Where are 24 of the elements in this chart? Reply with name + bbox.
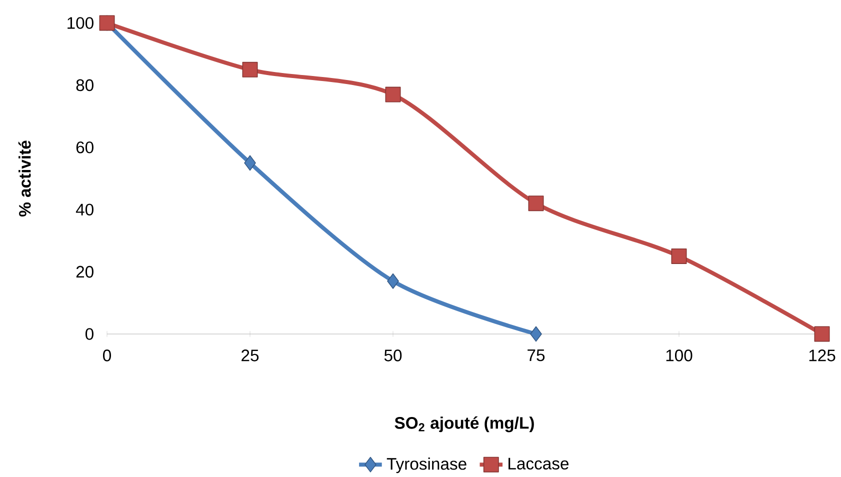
x-tick-label: 125 (809, 350, 836, 362)
point (530, 326, 542, 342)
point (671, 248, 687, 264)
y-tick-label: 0 (86, 328, 94, 340)
y-tick-label: 20 (76, 266, 94, 278)
x-tick-label: 0 (103, 350, 111, 362)
point (814, 326, 830, 342)
y-tick-label: 60 (76, 142, 94, 154)
point (528, 196, 544, 212)
y-tick-label: 40 (76, 204, 94, 216)
legend-label: Laccase (508, 458, 569, 470)
y-tick-label: 100 (68, 17, 94, 29)
x-tick-label: 50 (384, 350, 402, 362)
point (385, 86, 401, 102)
x-tick-label: 25 (242, 350, 259, 362)
x-tick-label: 75 (528, 350, 545, 362)
legend-label: Tyrosinase (386, 458, 466, 474)
point (242, 62, 258, 78)
point (244, 155, 256, 171)
y-tick-label: 80 (76, 79, 94, 92)
y-axis-title: % activité (18, 140, 31, 217)
point (387, 273, 399, 289)
x-tick-label: 100 (666, 350, 692, 362)
x-axis-title: SO$_{2}$ ajouté (mg/L) (394, 416, 534, 432)
